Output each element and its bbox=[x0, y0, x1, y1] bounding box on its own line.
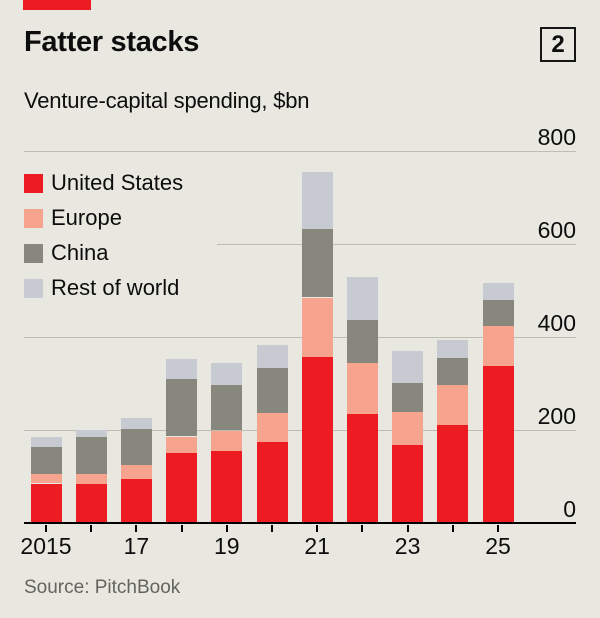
bar-segment-2021-rest-of-world bbox=[301, 171, 333, 229]
bar-segment-2016-united-states bbox=[75, 483, 107, 523]
bar-segment-2017-rest-of-world bbox=[120, 417, 152, 430]
legend-swatch-united-states bbox=[24, 173, 43, 193]
legend-swatch-rest-of-world bbox=[24, 278, 43, 298]
x-axis-tick-2018 bbox=[180, 524, 183, 532]
bar-segment-2016-europe bbox=[75, 474, 107, 484]
bar-segment-2015-rest-of-world bbox=[30, 436, 62, 448]
x-axis-tick-2021 bbox=[316, 524, 319, 532]
bar-segment-2019-united-states bbox=[211, 450, 243, 523]
bar-segment-2021-united-states bbox=[301, 356, 333, 523]
x-axis-tick-2025 bbox=[497, 524, 499, 532]
bar-segment-2024-rest-of-world bbox=[437, 339, 469, 359]
bar-segment-2020-united-states bbox=[256, 441, 288, 523]
x-axis-tick-2015 bbox=[45, 524, 47, 532]
bar-segment-2017-united-states bbox=[120, 479, 152, 523]
bar-segment-2022-europe bbox=[346, 363, 378, 414]
chart-subtitle: Venture-capital spending, $bn bbox=[24, 88, 310, 113]
figure-index-box: 2 bbox=[540, 27, 576, 62]
x-axis-label-2021: 21 bbox=[304, 533, 330, 559]
bar-segment-2019-china bbox=[211, 385, 243, 431]
source-note: Source: PitchBook bbox=[24, 577, 181, 598]
bar-segment-2018-united-states bbox=[166, 453, 198, 524]
x-axis-tick-2022 bbox=[361, 524, 364, 532]
x-axis-line bbox=[24, 521, 576, 524]
bar-segment-2018-europe bbox=[166, 436, 198, 454]
chart-legend: United States Europe China Rest of world bbox=[24, 169, 218, 307]
bar-segment-2023-rest-of-world bbox=[392, 350, 424, 383]
legend-item-europe: Europe bbox=[24, 207, 183, 229]
x-axis-label-2015: 2015 bbox=[20, 533, 72, 559]
chart-title: Fatter stacks bbox=[24, 26, 200, 58]
bar-segment-2024-china bbox=[437, 358, 469, 385]
legend-item-china: China bbox=[24, 242, 183, 264]
bar-segment-2022-china bbox=[346, 319, 378, 363]
bar-segment-2025-rest-of-world bbox=[482, 283, 514, 301]
bar-segment-2025-china bbox=[482, 300, 514, 327]
gridline-400 bbox=[24, 337, 576, 338]
x-axis-tick-2023 bbox=[406, 524, 409, 532]
bar-segment-2020-china bbox=[256, 367, 288, 414]
bar-segment-2025-europe bbox=[482, 326, 514, 366]
bar-segment-2016-rest-of-world bbox=[75, 430, 107, 438]
bar-segment-2015-united-states bbox=[30, 483, 62, 523]
bar-segment-2024-europe bbox=[437, 384, 469, 425]
bar-segment-2015-europe bbox=[30, 474, 62, 484]
gridline-600 bbox=[24, 244, 576, 245]
bar-segment-2019-rest-of-world bbox=[211, 363, 243, 386]
legend-label-rest-of-world: Rest of world bbox=[51, 275, 180, 300]
x-axis-tick-2020 bbox=[271, 524, 273, 532]
legend-label-europe: Europe bbox=[51, 205, 122, 230]
bar-segment-2024-united-states bbox=[437, 424, 469, 523]
bar-segment-2015-china bbox=[30, 447, 62, 475]
legend-item-rest-of-world: Rest of world bbox=[24, 277, 183, 299]
x-axis-label-2019: 19 bbox=[214, 533, 240, 559]
bar-segment-2020-rest-of-world bbox=[256, 344, 288, 368]
bar-segment-2021-europe bbox=[301, 297, 333, 357]
gridline-800 bbox=[24, 151, 576, 152]
red-accent-tab bbox=[23, 0, 91, 10]
x-axis-tick-2017 bbox=[135, 524, 138, 532]
gridline-200 bbox=[24, 430, 576, 431]
bar-segment-2023-united-states bbox=[392, 445, 424, 523]
bar-segment-2022-rest-of-world bbox=[346, 276, 378, 320]
bar-segment-2017-europe bbox=[120, 465, 152, 480]
x-axis-label-2025: 25 bbox=[485, 533, 511, 559]
legend-item-united-states: United States bbox=[24, 172, 183, 194]
bar-segment-2020-europe bbox=[256, 413, 288, 442]
bar-segment-2017-china bbox=[120, 429, 152, 466]
y-axis-label-800: 800 bbox=[537, 124, 576, 150]
legend-label-united-states: United States bbox=[51, 170, 184, 195]
y-axis-label-400: 400 bbox=[537, 310, 576, 336]
legend-swatch-europe bbox=[24, 208, 43, 228]
bar-segment-2016-china bbox=[75, 437, 107, 475]
bar-segment-2021-china bbox=[301, 228, 333, 298]
legend-swatch-china bbox=[24, 243, 43, 263]
y-axis-label-600: 600 bbox=[537, 217, 576, 243]
x-axis-label-2023: 23 bbox=[394, 533, 421, 559]
bar-segment-2018-china bbox=[166, 379, 198, 437]
x-axis-tick-2019 bbox=[225, 524, 228, 532]
y-axis-label-200: 200 bbox=[537, 403, 576, 429]
x-axis-tick-2024 bbox=[451, 524, 454, 532]
bar-segment-2022-united-states bbox=[346, 413, 378, 523]
x-axis-tick-2016 bbox=[90, 524, 93, 532]
bar-segment-2018-rest-of-world bbox=[166, 359, 198, 380]
x-axis-label-2017: 17 bbox=[123, 533, 150, 559]
legend-label-china: China bbox=[51, 240, 109, 265]
bar-segment-2023-europe bbox=[392, 412, 424, 446]
bar-segment-2019-europe bbox=[211, 430, 243, 451]
y-axis-label-0: 0 bbox=[563, 496, 576, 522]
bar-segment-2025-united-states bbox=[482, 365, 514, 523]
figure-index-number: 2 bbox=[551, 30, 565, 58]
bar-segment-2023-china bbox=[392, 382, 424, 413]
